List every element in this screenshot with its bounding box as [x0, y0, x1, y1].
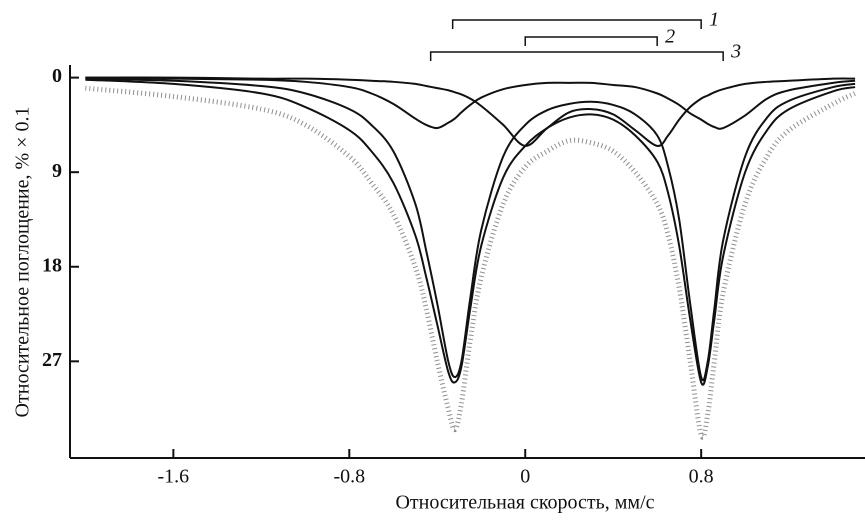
x-axis-label: Относительная скорость, мм/с: [395, 492, 654, 514]
x-tick-label: 0.8: [689, 466, 714, 488]
doublet-bracket: [451, 19, 702, 29]
y-tick-label: 18: [42, 254, 62, 276]
data-dots: [85, 85, 857, 440]
doublet-bracket: [524, 36, 658, 46]
y-tick-label: 27: [42, 349, 62, 371]
doublet-label: 2: [665, 26, 675, 48]
doublet-label: 3: [730, 41, 741, 63]
y-tick-label: 0: [52, 65, 62, 87]
fit-curve: [85, 76, 856, 147]
x-tick-label: 0: [520, 466, 530, 488]
y-axis-label: Относительное поглощение, % × 0.1: [12, 107, 34, 418]
fit-curve: [85, 76, 856, 130]
x-tick-label: -1.6: [158, 466, 190, 488]
x-tick-label: -0.8: [333, 466, 365, 488]
fit-curve: [85, 77, 856, 382]
doublet-label: 1: [709, 9, 719, 31]
y-tick-label: 9: [52, 160, 62, 182]
doublet-bracket: [429, 51, 724, 61]
